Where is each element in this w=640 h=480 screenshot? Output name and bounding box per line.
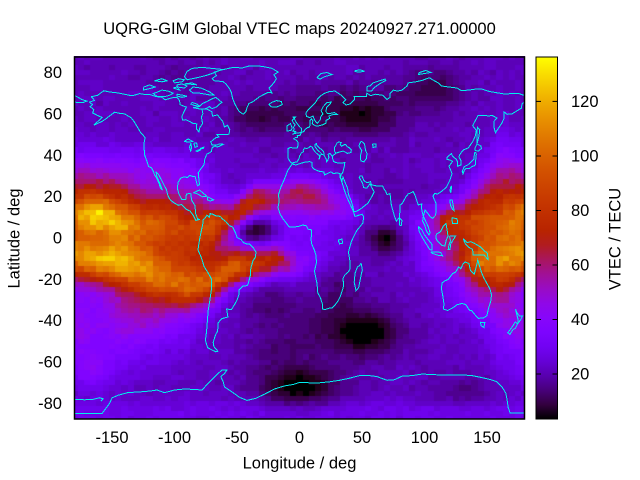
svg-text:-80: -80 — [38, 395, 62, 413]
svg-text:120: 120 — [571, 93, 599, 111]
svg-text:0: 0 — [295, 429, 304, 447]
svg-text:-50: -50 — [225, 429, 249, 447]
svg-text:150: 150 — [473, 429, 501, 447]
svg-text:50: 50 — [353, 429, 371, 447]
svg-text:40: 40 — [571, 311, 589, 329]
svg-text:Latitude / deg: Latitude / deg — [6, 189, 24, 289]
svg-text:0: 0 — [53, 230, 62, 248]
svg-text:60: 60 — [571, 257, 589, 275]
svg-text:40: 40 — [44, 147, 62, 165]
svg-text:20: 20 — [44, 188, 62, 206]
svg-text:80: 80 — [44, 64, 62, 82]
svg-text:60: 60 — [44, 105, 62, 123]
svg-text:-40: -40 — [38, 312, 62, 330]
svg-text:20: 20 — [571, 366, 589, 384]
svg-text:80: 80 — [571, 202, 589, 220]
svg-text:VTEC / TECU: VTEC / TECU — [607, 188, 625, 290]
svg-text:UQRG-GIM Global VTEC maps 2024: UQRG-GIM Global VTEC maps 20240927.271.0… — [103, 20, 496, 38]
svg-text:-150: -150 — [95, 429, 128, 447]
svg-text:100: 100 — [571, 148, 599, 166]
svg-text:-100: -100 — [158, 429, 191, 447]
svg-text:Longitude / deg: Longitude / deg — [243, 455, 357, 473]
svg-text:-20: -20 — [38, 271, 62, 289]
svg-text:100: 100 — [411, 429, 439, 447]
svg-text:-60: -60 — [38, 354, 62, 372]
